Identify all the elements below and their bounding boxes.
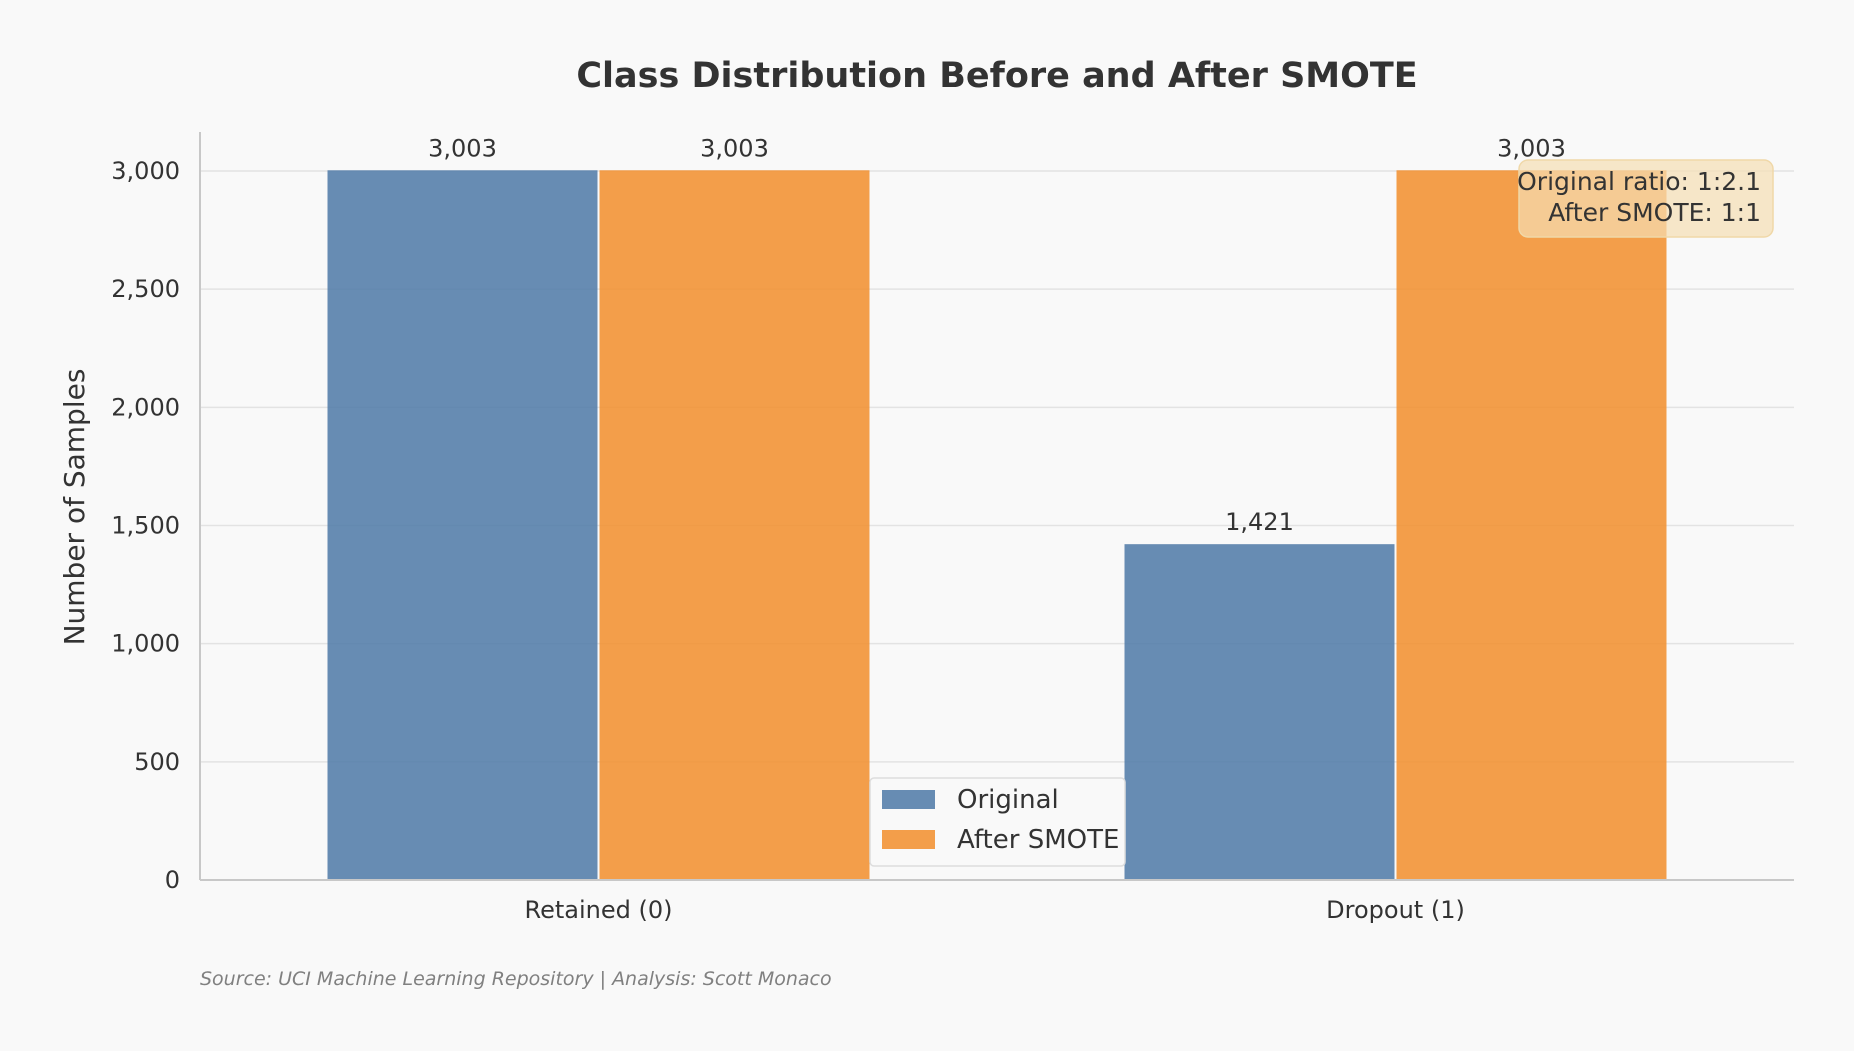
data-label: 1,421 [1225, 508, 1294, 536]
y-tick-label: 0 [165, 866, 180, 894]
ratio-annotation: Original ratio: 1:2.1 After SMOTE: 1:1 [1517, 159, 1774, 238]
bar [1124, 544, 1395, 880]
bar [1396, 170, 1667, 880]
data-label: 3,003 [700, 134, 769, 162]
legend-swatch-original [882, 790, 935, 809]
y-tick-label: 2,000 [111, 393, 180, 421]
data-label: 3,003 [1497, 134, 1566, 162]
bars [327, 170, 1667, 880]
y-tick-label: 1,500 [111, 511, 180, 539]
annotation-line-after-smote: After SMOTE: 1:1 [1548, 198, 1761, 227]
y-tick-label: 2,500 [111, 275, 180, 303]
chart-title: Class Distribution Before and After SMOT… [576, 56, 1417, 96]
legend-label-after-smote: After SMOTE [957, 825, 1119, 855]
source-note: Source: UCI Machine Learning Repository … [200, 968, 832, 990]
bar [599, 170, 870, 880]
axes [199, 132, 1794, 881]
legend-swatch-after-smote [882, 830, 935, 849]
annotation-line-original-ratio: Original ratio: 1:2.1 [1517, 167, 1761, 196]
bar [327, 170, 598, 880]
data-label: 3,003 [428, 134, 497, 162]
x-tick-label: Retained (0) [525, 896, 673, 924]
y-tick-label: 1,000 [111, 630, 180, 658]
y-tick-labels: 0 500 1,000 1,500 2,000 2,500 3,000 [111, 157, 180, 894]
y-axis-label: Number of Samples [58, 369, 91, 646]
y-tick-label: 3,000 [111, 157, 180, 185]
annotation-box [1518, 159, 1774, 238]
x-tick-label: Dropout (1) [1326, 896, 1465, 924]
x-tick-labels: Retained (0) Dropout (1) [525, 896, 1465, 924]
data-labels: 3,003 3,003 1,421 3,003 [428, 134, 1566, 536]
y-tick-label: 500 [134, 748, 180, 776]
legend-label-original: Original [957, 785, 1059, 815]
legend: Original After SMOTE [869, 777, 1126, 867]
